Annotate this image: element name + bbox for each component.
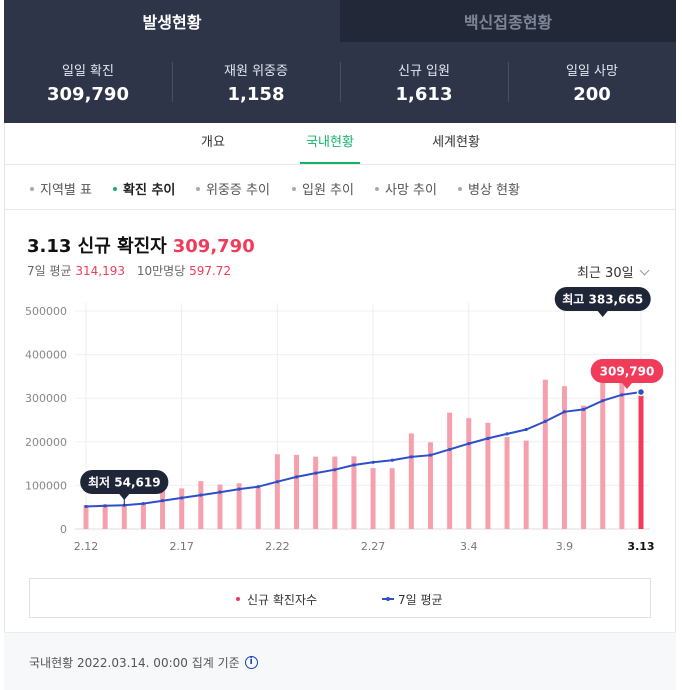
- legend-item-line: 7일 평균: [382, 591, 443, 608]
- tab-overview[interactable]: 개요: [201, 135, 225, 150]
- tab-domestic[interactable]: 국내현황: [300, 123, 360, 164]
- chart-panel: [4, 210, 676, 690]
- summary-stats: 일일 확진 309,790 재원 위중증 1,158 신규 입원 1,613 일…: [4, 42, 676, 123]
- legend-label: 7일 평균: [398, 593, 443, 607]
- footer-text: 국내현황 2022.03.14. 00:00 집계 기준: [29, 656, 240, 670]
- stat-value: 309,790: [47, 84, 129, 105]
- legend-label: 신규 확진자수: [247, 593, 318, 607]
- stat-label: 재원 위중증: [224, 64, 288, 79]
- filter-critical-trend[interactable]: 위중증 추이: [196, 179, 270, 198]
- filter-region-table[interactable]: 지역별 표: [30, 179, 92, 198]
- info-icon[interactable]: i: [244, 656, 258, 669]
- sub-tabs: 개요 국내현황 세계현황: [4, 123, 676, 165]
- chart-filter-menu: 지역별 표 확진 추이 위중증 추이 입원 추이 사망 추이 병상 현황: [4, 165, 676, 210]
- bar-legend-icon: [236, 596, 240, 601]
- tab-outbreak-status[interactable]: 발생현황: [4, 0, 340, 42]
- range-dropdown[interactable]: 최근 30일: [577, 262, 650, 281]
- stat-daily-deaths: 일일 사망 200: [508, 60, 676, 105]
- footer: 국내현황 2022.03.14. 00:00 집계 기준 i: [4, 632, 676, 690]
- filter-label: 위중증 추이: [206, 183, 270, 198]
- avg-label: 7일 평균: [27, 264, 72, 278]
- chart-legend: 신규 확진자수 7일 평균: [29, 578, 651, 618]
- per-capita-value: 597.72: [189, 264, 232, 278]
- top-tabs: 발생현황 백신접종현황: [4, 0, 676, 42]
- bullet-icon: [30, 186, 34, 191]
- bullet-icon: [113, 186, 117, 191]
- stat-label: 신규 입원: [398, 64, 450, 79]
- filter-label: 병상 현황: [468, 183, 520, 198]
- stat-new-hospitalized: 신규 입원 1,613: [340, 60, 508, 105]
- legend-item-bars: 신규 확진자수: [236, 591, 317, 608]
- filter-label: 확진 추이: [123, 183, 176, 198]
- stat-value: 1,613: [395, 84, 453, 105]
- filter-label: 사망 추이: [385, 183, 437, 198]
- tab-vaccination-status[interactable]: 백신접종현황: [340, 0, 676, 42]
- bullet-icon: [375, 186, 379, 191]
- tab-world[interactable]: 세계현황: [432, 135, 480, 150]
- chart-title-date: 3.13 신규 확진자: [27, 236, 167, 257]
- chart-subline: 7일 평균 314,193 10만명당 597.72: [27, 262, 239, 279]
- bullet-icon: [292, 186, 296, 191]
- filter-hospital-trend[interactable]: 입원 추이: [292, 179, 354, 198]
- filter-confirmed-trend[interactable]: 확진 추이: [113, 179, 175, 198]
- chart-title: 3.13 신규 확진자 309,790: [27, 232, 255, 258]
- stat-label: 일일 사망: [566, 64, 618, 79]
- range-value: 최근 30일: [577, 266, 634, 281]
- stat-value: 200: [573, 84, 611, 105]
- chevron-down-icon: [639, 265, 650, 276]
- filter-death-trend[interactable]: 사망 추이: [375, 179, 437, 198]
- filter-bed-status[interactable]: 병상 현황: [458, 179, 520, 198]
- stat-label: 일일 확진: [62, 64, 114, 79]
- stat-critical: 재원 위중증 1,158: [172, 60, 340, 105]
- footer-note: 국내현황 2022.03.14. 00:00 집계 기준 i: [29, 654, 258, 671]
- filter-label: 입원 추이: [302, 183, 354, 198]
- filter-label: 지역별 표: [40, 183, 92, 198]
- bullet-icon: [458, 186, 462, 191]
- chart-title-value: 309,790: [172, 236, 255, 257]
- stat-daily-confirmed: 일일 확진 309,790: [4, 60, 172, 105]
- avg-value: 314,193: [75, 264, 126, 278]
- bullet-icon: [196, 186, 200, 191]
- line-legend-icon: [382, 596, 394, 601]
- per-capita-label: 10만명당: [136, 264, 186, 278]
- stat-value: 1,158: [227, 84, 285, 105]
